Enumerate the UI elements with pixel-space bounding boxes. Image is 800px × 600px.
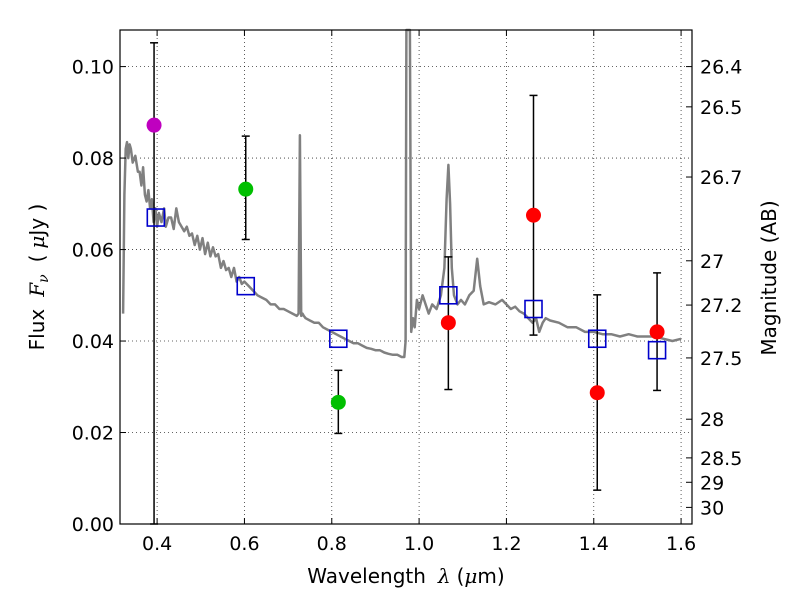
magnitude-tick-label: 26.7 (700, 167, 742, 189)
y-tick-label: 0.00 (72, 514, 114, 536)
x-tick-label: 0.4 (142, 533, 172, 555)
y-tick-label: 0.10 (72, 57, 114, 79)
plot-frame (119, 29, 693, 525)
y-tick-label: 0.08 (72, 148, 114, 170)
magnitude-tick-label: 26.5 (700, 97, 742, 119)
x-axis-unit-open: ( (457, 564, 465, 588)
x-axis-unit-rest: m) (477, 564, 504, 588)
x-axis-title-symbol: λ (437, 564, 451, 588)
y-tick-label: 0.04 (72, 331, 114, 353)
observed-point (146, 117, 162, 133)
magnitude-tick-label: 30 (700, 497, 724, 519)
observed-point (238, 181, 254, 197)
model-photometry-box (146, 208, 166, 227)
magnitude-tick-label: 27.5 (700, 348, 742, 370)
x-tick-label: 1.4 (579, 533, 609, 555)
x-tick-label: 0.6 (229, 533, 259, 555)
x-axis-title-text: Wavelength (307, 564, 426, 588)
magnitude-tick-label: 26.4 (700, 57, 742, 79)
y-axis-unit-rest: Jy ) (25, 204, 49, 238)
y-tick-label: 0.06 (72, 240, 114, 262)
magnitude-axis-title: Magnitude (AB) (757, 200, 781, 355)
magnitude-tick-label: 27 (700, 251, 724, 273)
x-tick-label: 1.2 (491, 533, 521, 555)
observed-point (589, 385, 605, 401)
x-tick-label: 0.8 (317, 533, 347, 555)
x-tick-label: 1.0 (404, 533, 434, 555)
y-axis-unit-open: ( (25, 255, 49, 263)
model-photometry-box (329, 329, 348, 349)
y-axis-unit-mu: μ (25, 236, 49, 249)
observed-point (330, 394, 346, 410)
y-axis-title: Flux Fν ( μJy ) (25, 204, 52, 351)
observed-points-layer (146, 117, 665, 410)
x-axis-title: Wavelength λ (μm) (307, 564, 504, 588)
magnitude-axis-ticks: 26.4 26.5 26.7 27 27.2 27.5 28 28.529 30 (686, 57, 742, 519)
observed-point (525, 207, 541, 223)
model-photometry-box (647, 340, 667, 360)
y-tick-label: 0.02 (72, 423, 114, 445)
model-photometry-box (587, 329, 607, 349)
magnitude-tick-label: 28 (700, 409, 724, 431)
y-axis-title-subscript: ν (36, 274, 52, 283)
model-photometry-box (524, 299, 543, 319)
y-axis-title-text: Flux (25, 309, 49, 351)
model-photometry-layer (146, 208, 667, 360)
observed-point (440, 315, 456, 331)
magnitude-tick-label: 27.2 (700, 295, 742, 317)
y-axis-title-symbol: F (25, 282, 49, 298)
model-photometry-box (439, 285, 458, 305)
magnitude-tick-label: 29 (700, 472, 724, 494)
model-photometry-box (236, 276, 256, 296)
x-axis-ticks: 0.4 0.6 0.8 1.0 1.2 1.4 1.6 (142, 30, 696, 555)
y-axis-ticks: 0.00 0.02 0.04 0.06 0.08 0.10 (72, 57, 126, 536)
x-axis-unit-mu: μ (464, 564, 477, 588)
x-tick-label: 1.6 (666, 533, 696, 555)
observed-point (649, 324, 665, 340)
magnitude-tick-label: 28.5 (700, 448, 742, 470)
